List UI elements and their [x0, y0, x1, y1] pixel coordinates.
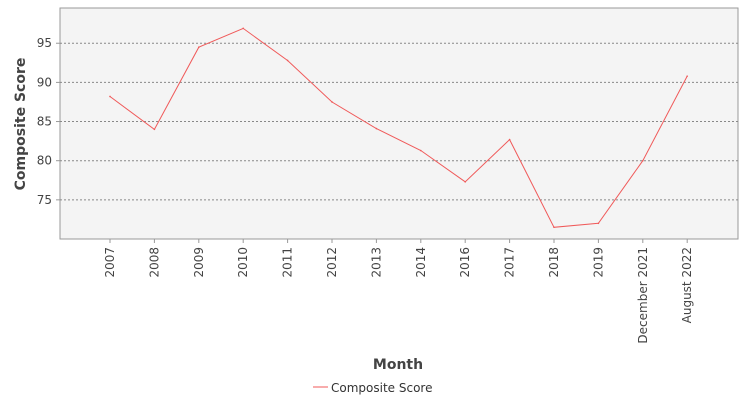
- data-point: [642, 159, 644, 162]
- legend-label: Composite Score: [331, 381, 432, 395]
- x-tick-label: 2018: [547, 247, 561, 278]
- data-point: [198, 46, 200, 48]
- y-tick-label: 90: [37, 75, 52, 89]
- data-point: [464, 181, 467, 183]
- x-tick-label: 2007: [103, 247, 117, 278]
- data-point: [420, 149, 422, 152]
- legend: Composite Score: [313, 381, 432, 395]
- x-tick-label: 2011: [281, 247, 295, 278]
- y-tick-label: 80: [37, 154, 52, 168]
- x-axis: 2007 2008 2009 2010 2011 2012 2013 2014 2016 2017…: [103, 239, 694, 344]
- data-point: [597, 222, 600, 225]
- x-tick-label: 2008: [147, 247, 161, 278]
- x-tick-label: 2017: [503, 247, 517, 278]
- data-point: [375, 127, 378, 130]
- x-tick-label: 2010: [236, 247, 250, 278]
- x-axis-title: Month: [373, 357, 423, 373]
- data-point: [508, 138, 511, 141]
- data-point: [553, 226, 555, 229]
- y-tick-label: 75: [37, 193, 52, 207]
- x-tick-label: December 2021: [636, 247, 650, 344]
- x-tick-label: 2019: [591, 247, 605, 278]
- data-point: [153, 128, 156, 131]
- y-tick-label: 95: [37, 36, 52, 50]
- x-tick-label: 2009: [192, 247, 206, 278]
- data-point: [331, 101, 333, 103]
- series-layer: [109, 27, 688, 229]
- y-axis: 75 80 85 90 95: [37, 36, 60, 207]
- x-tick-label: 2016: [458, 247, 472, 278]
- x-tick-label: 2013: [369, 247, 383, 278]
- series-line: [109, 27, 688, 228]
- x-tick-label: 2012: [325, 247, 339, 278]
- x-tick-label: 2014: [414, 247, 428, 278]
- data-point: [242, 27, 244, 30]
- data-point: [686, 75, 688, 77]
- data-point: [286, 59, 289, 62]
- x-tick-label: August 2022: [680, 247, 694, 323]
- y-tick-label: 85: [37, 115, 52, 129]
- data-point: [109, 95, 111, 98]
- plot-background: [59, 7, 739, 240]
- grid-lines: [60, 42, 738, 201]
- y-axis-title: Composite Score: [13, 58, 29, 191]
